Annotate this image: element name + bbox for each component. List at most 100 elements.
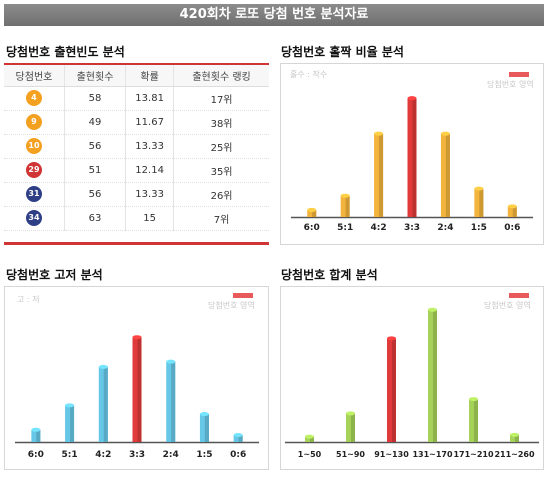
sum-legend-swatch xyxy=(509,293,529,298)
bar-face xyxy=(307,209,317,217)
bar-odd-even-4 xyxy=(440,131,450,217)
bar-cap xyxy=(407,96,417,101)
lotto-ball: 10 xyxy=(25,138,42,154)
bar-face xyxy=(474,188,484,217)
rank-cell: 26위 xyxy=(173,182,269,207)
rank-cell: 38위 xyxy=(173,110,269,135)
tick-label-odd-even-4: 2:4 xyxy=(437,223,453,233)
table-row: 29 51 12.14 35위 xyxy=(4,158,269,183)
frequency-header-row: 당첨번호 출현횟수 확률 출현횟수 랭킹 xyxy=(4,63,269,87)
bar-shade xyxy=(204,414,209,442)
tick-label-odd-even-5: 1:5 xyxy=(471,223,487,233)
bar-cap xyxy=(346,411,355,416)
tick-label-sum-2: 91~130 xyxy=(374,450,409,459)
bar-cap xyxy=(510,432,519,437)
lotto-ball: 34 xyxy=(25,210,42,226)
high-low-section-title: 당첨번호 고저 분석 xyxy=(6,268,103,282)
col-count: 출현횟수 xyxy=(63,63,126,87)
rank-cell: 25위 xyxy=(173,134,269,159)
sum-legend-label: 당첨번호 영역 xyxy=(484,301,531,310)
rank-cell: 35위 xyxy=(173,158,269,183)
bar-shade xyxy=(36,429,41,442)
number-cell: 4 xyxy=(4,86,65,111)
bar-face xyxy=(440,133,450,217)
bar-cap xyxy=(428,307,437,312)
bar-cap xyxy=(65,403,75,408)
bar-face xyxy=(31,429,41,442)
bar-sum-0 xyxy=(305,434,314,442)
frequency-table-body: 4 58 13.81 17위 9 49 11.67 38위 10 56 13.33 25위 29 51 12… xyxy=(4,86,269,231)
bar-odd-even-0 xyxy=(307,207,317,217)
lotto-ball: 9 xyxy=(25,114,42,130)
high-low-panel: 고 : 저 당첨번호 영역 6:0 5:1 4:2 3:3 2:4 1:5 0:6 xyxy=(4,286,269,470)
tick-label-sum-0: 1~50 xyxy=(298,450,322,459)
bar-shade xyxy=(412,98,417,217)
prob-cell: 13.33 xyxy=(125,182,174,207)
bar-cap xyxy=(166,359,176,364)
bar-shade xyxy=(171,361,176,442)
tick-label-high-low-0: 6:0 xyxy=(28,450,44,460)
bar-shade xyxy=(391,338,396,442)
bar-cap xyxy=(233,433,243,438)
bar-cap xyxy=(132,335,142,340)
bar-sum-2 xyxy=(387,336,396,442)
count-cell: 58 xyxy=(63,86,126,111)
count-cell: 51 xyxy=(63,158,126,183)
number-cell: 34 xyxy=(4,206,65,231)
bar-shade xyxy=(312,209,317,217)
bar-shade xyxy=(514,434,519,442)
bar-face xyxy=(374,133,384,217)
bar-face xyxy=(387,338,396,442)
prob-cell: 11.67 xyxy=(125,110,174,135)
number-cell: 31 xyxy=(4,182,65,207)
bar-shade xyxy=(512,206,517,217)
tick-label-sum-3: 131~170 xyxy=(412,450,453,459)
count-cell: 56 xyxy=(63,182,126,207)
odd-even-subtitle: 홀수 : 작수 xyxy=(290,70,328,79)
bar-face xyxy=(65,405,75,442)
bar-odd-even-5 xyxy=(474,186,484,217)
bar-cap xyxy=(98,364,108,369)
bar-high-low-4 xyxy=(166,359,176,442)
number-cell: 9 xyxy=(4,110,65,135)
sum-section-title: 당첨번호 합계 분석 xyxy=(281,268,378,282)
table-row: 4 58 13.81 17위 xyxy=(4,86,269,111)
bar-face xyxy=(428,309,437,442)
lotto-ball: 31 xyxy=(25,186,42,202)
tick-label-odd-even-0: 6:0 xyxy=(304,223,320,233)
bar-shade xyxy=(445,133,450,217)
table-row: 31 56 13.33 26위 xyxy=(4,182,269,207)
bar-high-low-3 xyxy=(132,335,142,442)
bar-cap xyxy=(305,434,314,439)
bar-cap xyxy=(440,131,450,136)
bar-sum-5 xyxy=(510,432,519,442)
bar-shade xyxy=(103,366,108,442)
bar-face xyxy=(98,366,108,442)
tick-label-high-low-5: 1:5 xyxy=(196,450,212,460)
high-low-legend-swatch xyxy=(233,293,253,298)
tick-label-high-low-3: 3:3 xyxy=(129,450,145,460)
bar-face xyxy=(233,435,243,442)
bar-face xyxy=(305,436,314,442)
tick-label-high-low-2: 4:2 xyxy=(95,450,111,460)
bar-sum-3 xyxy=(428,307,437,442)
col-prob: 확률 xyxy=(125,63,174,87)
bar-cap xyxy=(340,193,350,198)
count-cell: 56 xyxy=(63,134,126,159)
bar-shade xyxy=(379,133,384,217)
count-cell: 49 xyxy=(63,110,126,135)
high-low-subtitle: 고 : 저 xyxy=(17,295,40,304)
tick-label-sum-4: 171~210 xyxy=(453,450,494,459)
odd-even-legend-swatch xyxy=(509,72,529,77)
rank-cell: 17위 xyxy=(173,86,269,111)
bar-shade xyxy=(350,413,355,442)
bar-face xyxy=(340,195,350,217)
bar-cap xyxy=(387,336,396,341)
frequency-table: 당첨번호 출현횟수 확률 출현횟수 랭킹 4 58 13.81 17위 9 49 11.67… xyxy=(4,63,269,231)
frequency-panel: 당첨번호 출현횟수 확률 출현횟수 랭킹 4 58 13.81 17위 9 49 11.67… xyxy=(4,63,269,245)
bar-high-low-0 xyxy=(31,427,41,442)
tick-label-high-low-1: 5:1 xyxy=(62,450,78,460)
bar-shade xyxy=(473,399,478,442)
tick-label-odd-even-2: 4:2 xyxy=(371,223,387,233)
